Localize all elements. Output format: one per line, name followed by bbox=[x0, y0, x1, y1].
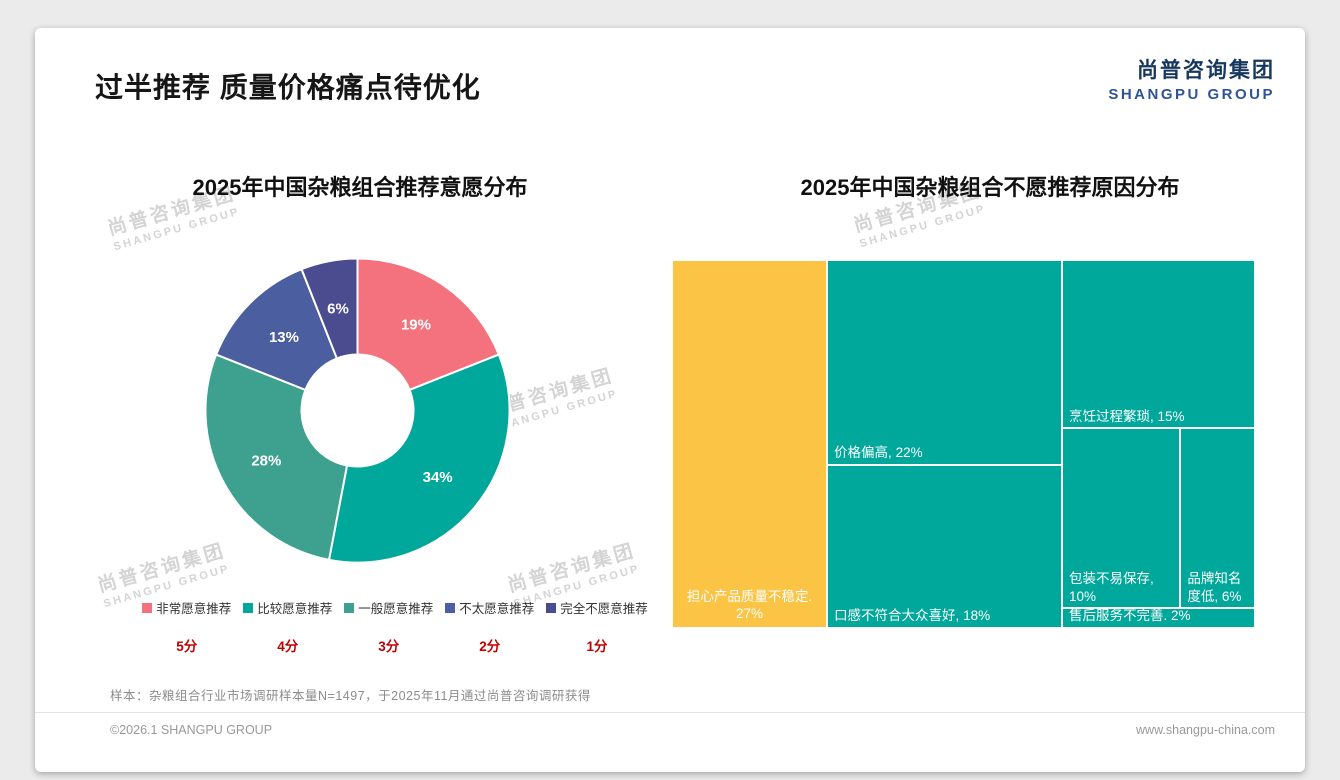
treemap-cell-label: 包装不易保存, 10% bbox=[1069, 571, 1154, 604]
legend-score: 1分 bbox=[586, 639, 608, 654]
donut-value-label: 34% bbox=[423, 469, 453, 486]
slide-card: 尚普咨询集团 SHANGPU GROUP 尚普咨询集团 SHANGPU GROUP 尚普… bbox=[35, 28, 1305, 772]
donut-value-label: 13% bbox=[269, 329, 299, 346]
logo-en-text: SHANGPU GROUP bbox=[1108, 86, 1275, 103]
legend-label: 比较愿意推荐 bbox=[257, 602, 333, 616]
treemap-chart-title: 2025年中国杂粮组合不愿推荐原因分布 bbox=[800, 175, 1180, 200]
legend-swatch bbox=[243, 602, 254, 613]
donut-slice-3 bbox=[214, 267, 339, 392]
treemap-cell-2: 口感不符合大众喜好, 18% bbox=[827, 464, 1062, 628]
page-title: 过半推荐 质量价格痛点待优化 bbox=[95, 72, 481, 103]
treemap-cell-4: 包装不易保存, 10% bbox=[1062, 428, 1181, 609]
legend-label: 完全不愿意推荐 bbox=[560, 602, 648, 616]
treemap-chart: 担心产品质量不稳定. 27% 价格偏高, 22% 口感不符合大众喜好, 18% 烹饪过… bbox=[672, 260, 1255, 628]
legend-label: 一般愿意推荐 bbox=[358, 602, 434, 616]
donut-value-label: 19% bbox=[401, 316, 431, 333]
treemap-cell-1: 价格偏高, 22% bbox=[827, 260, 1062, 465]
logo: 尚普咨询集团 SHANGPU GROUP bbox=[1108, 54, 1275, 103]
legend-swatch bbox=[445, 602, 456, 613]
treemap-cell-label: 口感不符合大众喜好, 18% bbox=[834, 608, 991, 624]
donut-slice-2 bbox=[204, 353, 349, 561]
treemap-cell-label: 品牌知名度低, 6% bbox=[1187, 571, 1242, 604]
legend-item-0: 非常愿意推荐 5分 bbox=[142, 598, 231, 655]
treemap-cell-label: 价格偏高, 22% bbox=[834, 445, 923, 461]
treemap-cell-label: 烹饪过程繁琐, 15% bbox=[1069, 408, 1185, 424]
donut-legend: 非常愿意推荐 5分 比较愿意推荐 4分 一般愿意推荐 3分 不太愿意推荐 2分 完全不愿意推荐 1… bbox=[105, 598, 685, 655]
legend-score: 4分 bbox=[277, 639, 299, 654]
legend-item-3: 不太愿意推荐 2分 bbox=[445, 598, 534, 655]
treemap-cell-5: 品牌知名度低, 6% bbox=[1180, 428, 1255, 609]
legend-swatch bbox=[546, 602, 557, 613]
donut-chart: 19% 34% 28% 13% 6% bbox=[204, 257, 511, 564]
watermark-en-text: SHANGPU GROUP bbox=[858, 202, 988, 251]
donut-value-label: 6% bbox=[327, 300, 349, 317]
legend-item-2: 一般愿意推荐 3分 bbox=[344, 598, 433, 655]
footer-divider bbox=[35, 712, 1305, 713]
treemap-cell-label: 售后服务不完善. 2% bbox=[1069, 608, 1191, 624]
legend-score: 5分 bbox=[176, 639, 198, 654]
legend-score: 2分 bbox=[479, 639, 501, 654]
legend-swatch bbox=[344, 602, 355, 613]
donut-slice-1 bbox=[327, 353, 511, 564]
donut-slice-4 bbox=[300, 257, 359, 360]
legend-item-4: 完全不愿意推荐 1分 bbox=[546, 598, 648, 655]
treemap-cell-3: 烹饪过程繁琐, 15% bbox=[1062, 260, 1255, 429]
donut-value-label: 28% bbox=[251, 453, 281, 470]
legend-label: 非常愿意推荐 bbox=[156, 602, 232, 616]
treemap-cell-0: 担心产品质量不稳定. 27% bbox=[672, 260, 828, 628]
donut-slice-0 bbox=[356, 257, 501, 392]
legend-label: 不太愿意推荐 bbox=[459, 602, 535, 616]
legend-swatch bbox=[142, 602, 153, 613]
donut-chart-title: 2025年中国杂粮组合推荐意愿分布 bbox=[192, 175, 528, 200]
legend-item-1: 比较愿意推荐 4分 bbox=[243, 598, 332, 655]
treemap-cell-label: 担心产品质量不稳定. 27% bbox=[686, 588, 813, 622]
website-link[interactable]: www.shangpu-china.com bbox=[1136, 723, 1275, 737]
copyright-text: ©2026.1 SHANGPU GROUP bbox=[110, 723, 273, 737]
logo-cn-text: 尚普咨询集团 bbox=[1137, 59, 1275, 82]
treemap-cell-6: 售后服务不完善. 2% bbox=[1062, 608, 1255, 628]
legend-score: 3分 bbox=[378, 639, 400, 654]
sample-note: 样本：杂粮组合行业市场调研样本量N=1497，于2025年11月通过尚普咨询调研… bbox=[110, 689, 591, 703]
